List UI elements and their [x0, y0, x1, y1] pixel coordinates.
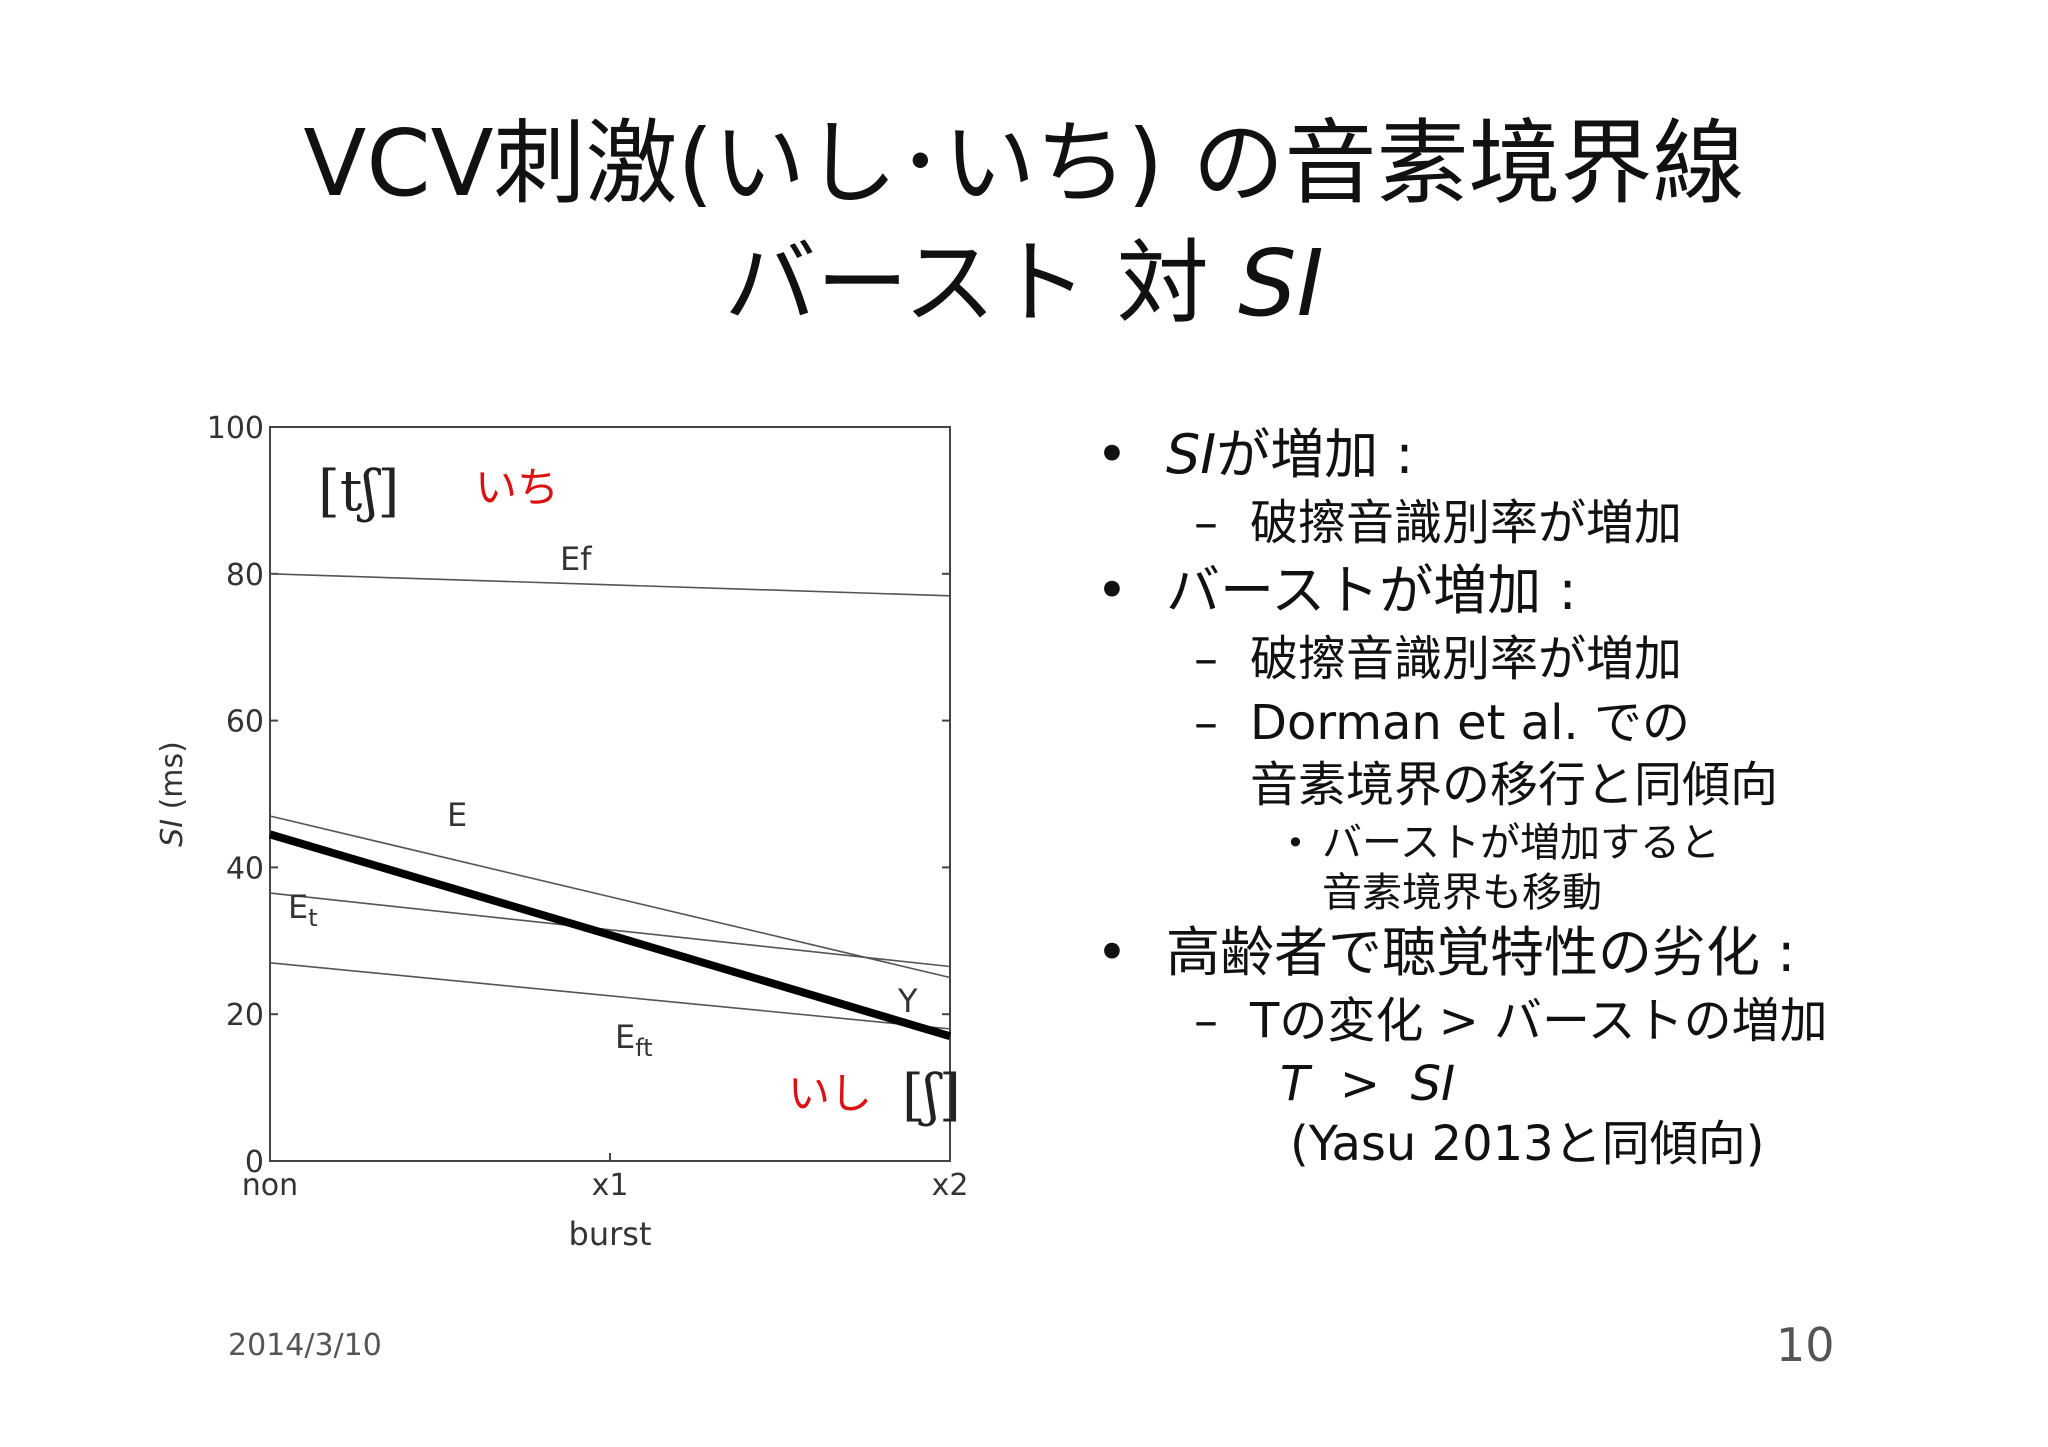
y-tick-label: 0	[245, 1145, 264, 1180]
bullet-si-text: が増加 :	[1216, 423, 1414, 486]
series-label-et: Et	[288, 888, 318, 932]
series-label-y: Y	[897, 982, 918, 1020]
plot-frame	[269, 426, 951, 1162]
gt-symbol: >	[1309, 1056, 1411, 1112]
series-line-eft	[269, 962, 951, 1030]
y-tick-label: 20	[226, 998, 264, 1033]
line-chart: 0 20 40 60 80 100 non x1 x2 Ef E Et Eft Y [tʃ] …	[155, 411, 969, 1253]
sub-bullet-t-change: Tの変化 > バーストの増加	[1090, 990, 2030, 1052]
x-tick-label: non	[242, 1168, 298, 1203]
slide-date: 2014/3/10	[228, 1328, 382, 1363]
series-line-ef	[269, 573, 951, 597]
yasu-note: (Yasu 2013と同傾向)	[1290, 1116, 1765, 1172]
x-axis: non x1 x2	[242, 1153, 969, 1203]
sub-bullet-affricate-1: 破擦音識別率が増加	[1090, 492, 2030, 554]
y-tick-label: 40	[226, 851, 264, 886]
sub-bullet-affricate-2: 破擦音識別率が増加	[1090, 628, 2030, 690]
bullet-elderly: 高齢者で聴覚特性の劣化 :	[1090, 918, 2030, 988]
plot-area-border	[269, 426, 951, 1162]
title-line2-prefix: バースト 対	[724, 230, 1239, 337]
y-axis-label: SI (ms)	[155, 741, 190, 847]
region-upper-kana: いち	[475, 463, 559, 512]
x-tick-label: x1	[592, 1168, 629, 1203]
bullet-burst-increase: バーストが増加 :	[1090, 556, 2030, 626]
series-label-ef: Ef	[560, 540, 592, 578]
bullet-list: SIが増加 : 破擦音識別率が増加 バーストが増加 : 破擦音識別率が増加 Do…	[1090, 420, 2030, 1174]
x-tick-label: x2	[932, 1168, 969, 1203]
si-symbol: SI	[1410, 1056, 1456, 1112]
y-axis: 0 20 40 60 80 100	[207, 411, 950, 1180]
t-symbol: T	[1280, 1056, 1310, 1112]
series-lines	[268, 573, 952, 1041]
boundary-line1: バーストが増加すると	[1322, 820, 1720, 866]
region-upper-phonetic: [tʃ]	[318, 459, 399, 524]
series-label-e: E	[447, 796, 467, 834]
y-tick-label: 80	[226, 558, 264, 593]
x-axis-label: burst	[569, 1215, 652, 1253]
t-vs-si-line: T > SI	[1090, 1054, 2030, 1114]
y-tick-label: 100	[207, 411, 264, 446]
bullet-si-increase: SIが増加 :	[1090, 420, 2030, 490]
y-tick-label: 60	[226, 705, 264, 740]
bullet-si-symbol: SI	[1166, 423, 1217, 486]
slide-title-line1: VCV刺激(いし･いち) の音素境界線	[303, 110, 1745, 217]
slide-title-line2: バースト 対 SI	[0, 238, 2048, 330]
boundary-line2: 音素境界も移動	[1322, 870, 1602, 916]
region-lower-phonetic: [ʃ]	[902, 1063, 961, 1128]
dorman-line2: 音素境界の移行と同傾向	[1250, 757, 1779, 813]
region-lower-kana: いし	[788, 1069, 872, 1118]
series-label-eft: Eft	[615, 1018, 653, 1062]
title-line2-si: SI	[1238, 230, 1324, 337]
slide-page-number: 10	[1776, 1318, 1835, 1372]
series-line-e	[269, 815, 951, 979]
series-labels: Ef E Et Eft Y	[288, 540, 918, 1062]
dorman-line1: Dorman et al. での	[1250, 695, 1690, 751]
series-line-y	[268, 830, 952, 1041]
series-line-et	[269, 892, 951, 968]
region-labels: [tʃ] いち いし [ʃ]	[318, 459, 961, 1128]
